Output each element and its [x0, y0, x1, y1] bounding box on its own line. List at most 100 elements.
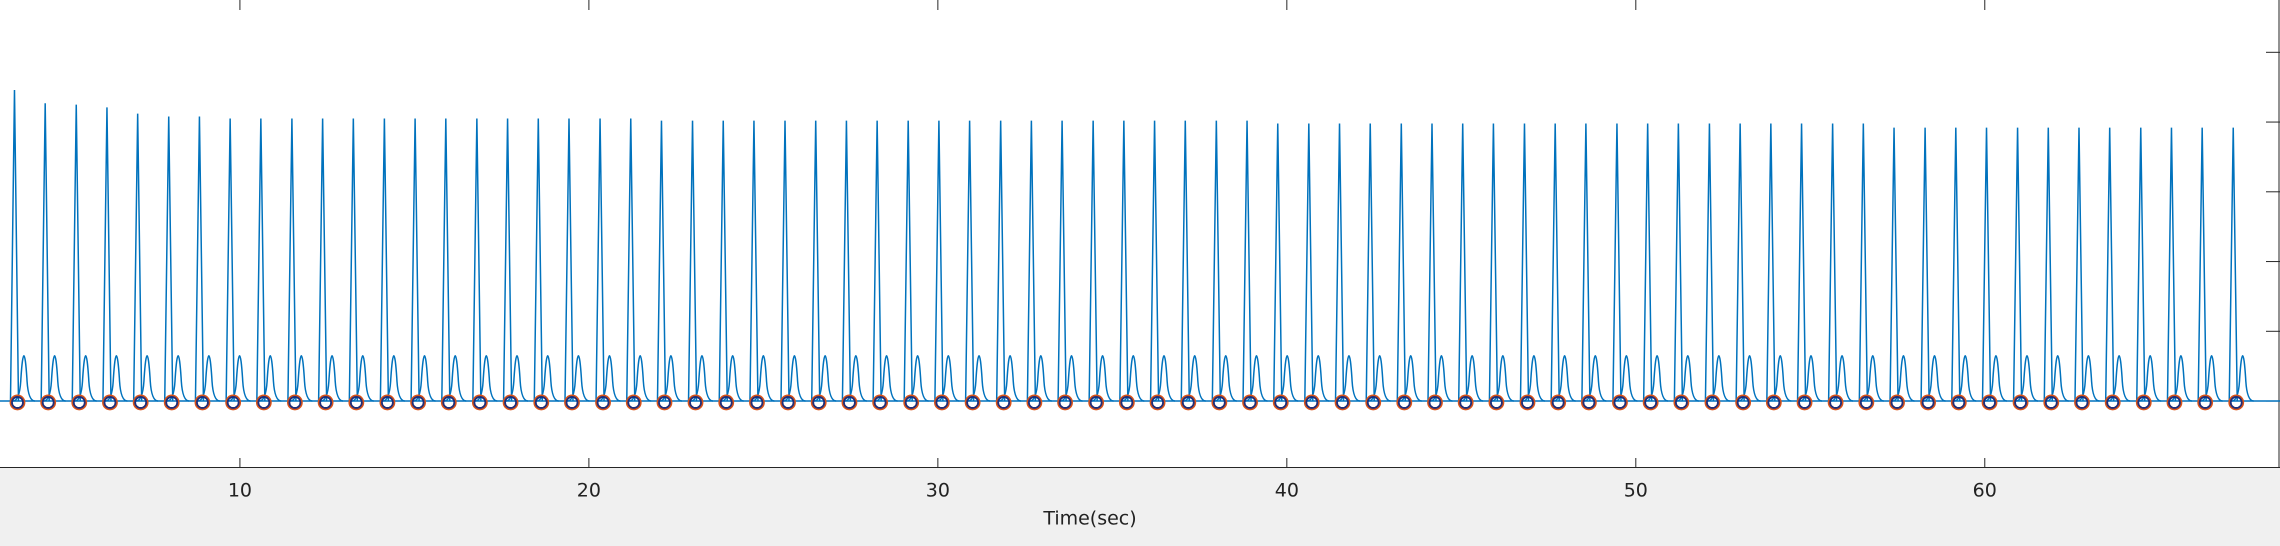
marker	[1243, 396, 1257, 409]
marker	[40, 394, 57, 411]
marker	[1644, 396, 1658, 409]
marker	[843, 396, 856, 409]
marker	[225, 394, 242, 411]
r-spike	[995, 120, 1006, 402]
marker	[1396, 394, 1413, 411]
marker	[134, 396, 148, 409]
marker	[935, 396, 949, 409]
r-spike	[1858, 123, 1869, 402]
marker	[288, 396, 302, 409]
marker	[1706, 396, 1719, 409]
r-spike	[2104, 127, 2115, 402]
marker	[349, 396, 363, 409]
r-spike	[1981, 127, 1992, 402]
r-spike	[626, 118, 636, 402]
marker	[1120, 396, 1134, 409]
marker	[1767, 396, 1781, 409]
marker	[1334, 394, 1351, 411]
marker	[410, 394, 427, 411]
r-spike	[1427, 123, 1437, 402]
marker	[689, 396, 702, 409]
marker	[1612, 394, 1628, 411]
marker	[194, 394, 211, 411]
r-spike	[1827, 123, 1838, 402]
r-spike	[1365, 123, 1375, 402]
r-spike	[132, 113, 143, 402]
marker	[163, 394, 180, 411]
marker	[872, 394, 889, 411]
marker	[2104, 394, 2121, 411]
marker	[196, 396, 209, 409]
r-spike	[1796, 123, 1807, 402]
r-spike	[2043, 127, 2054, 402]
marker	[1118, 394, 1135, 411]
marker	[287, 394, 303, 411]
marker	[781, 396, 795, 409]
marker	[102, 394, 118, 411]
marker	[1673, 394, 1690, 411]
marker	[2044, 396, 2058, 409]
marker	[533, 394, 550, 411]
marker	[1459, 396, 1473, 409]
marker	[656, 394, 673, 411]
r-spike	[287, 118, 297, 402]
marker	[534, 396, 548, 409]
r-spike	[780, 120, 790, 402]
r-spike	[1550, 123, 1560, 402]
r-spike	[718, 120, 728, 402]
marker	[904, 396, 918, 409]
x-tick-label: 40	[1275, 480, 1299, 502]
r-spike	[9, 89, 20, 402]
marker	[411, 396, 425, 409]
r-spike	[1119, 120, 1129, 402]
marker	[719, 396, 733, 409]
r-spike	[71, 104, 82, 402]
marker	[812, 396, 826, 409]
marker	[1027, 396, 1041, 409]
marker	[1457, 394, 1474, 411]
marker	[1272, 394, 1289, 411]
marker	[442, 396, 456, 409]
marker	[1026, 394, 1043, 411]
marker	[810, 394, 827, 411]
marker	[1428, 396, 1442, 409]
r-spike	[1057, 120, 1067, 402]
r-spike	[1889, 127, 1899, 402]
marker	[1303, 394, 1320, 411]
x-tick-label: 10	[228, 480, 252, 502]
marker	[1827, 394, 1844, 411]
r-spike	[841, 120, 852, 402]
marker	[964, 394, 981, 411]
r-spike	[1211, 120, 1222, 402]
marker	[780, 394, 796, 411]
r-spike	[1642, 123, 1653, 402]
marker	[11, 396, 24, 409]
r-spike	[1149, 120, 1160, 402]
marker	[132, 394, 149, 411]
marker	[873, 396, 887, 409]
marker	[319, 396, 333, 409]
r-spike	[687, 120, 698, 402]
marker	[1211, 394, 1228, 411]
marker	[2198, 396, 2212, 409]
marker	[1305, 396, 1319, 409]
marker	[2075, 396, 2089, 409]
marker	[1921, 396, 1935, 409]
marker	[1796, 394, 1813, 411]
x-tick-label: 50	[1624, 480, 1648, 502]
r-spike	[102, 107, 112, 402]
marker	[471, 394, 488, 411]
marker	[1798, 396, 1811, 409]
r-spike	[2136, 127, 2146, 402]
marker	[41, 396, 55, 409]
r-spike	[1581, 123, 1591, 402]
marker	[1765, 394, 1782, 411]
marker	[379, 394, 396, 411]
marker	[380, 396, 394, 409]
marker	[2228, 394, 2245, 411]
r-spike	[1766, 123, 1776, 402]
marker	[1151, 396, 1164, 409]
x-axis-label: Time(sec)	[1042, 508, 1136, 530]
r-spike	[472, 118, 482, 402]
marker	[1088, 394, 1105, 411]
